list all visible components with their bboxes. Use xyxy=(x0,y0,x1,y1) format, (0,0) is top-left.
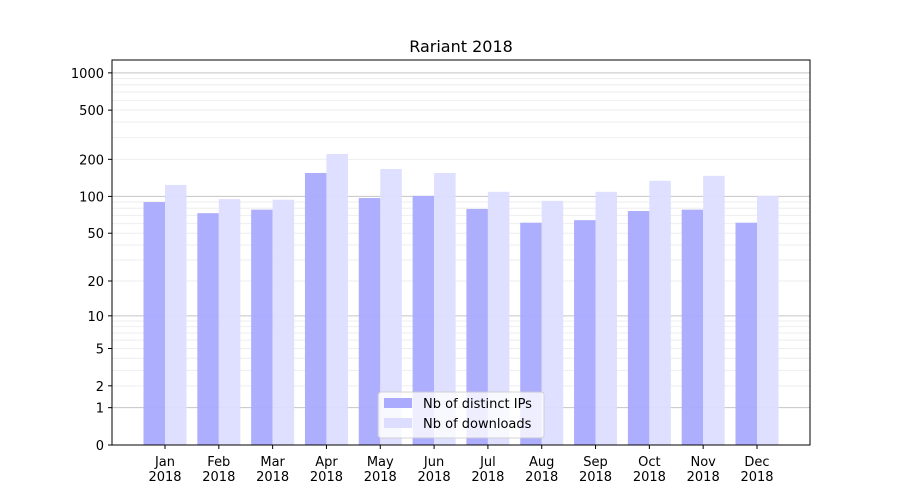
x-tick-label: 2018 xyxy=(579,470,612,485)
y-tick-label: 10 xyxy=(87,310,104,325)
legend-swatch xyxy=(384,398,412,408)
x-tick-label: Mar xyxy=(260,455,285,470)
bar-ips xyxy=(574,220,596,445)
x-tick-label: Jan xyxy=(154,455,175,470)
legend-box xyxy=(377,391,545,439)
y-tick-label: 2 xyxy=(96,380,104,395)
bar-downloads xyxy=(165,184,187,445)
x-tick-label: Sep xyxy=(583,455,608,470)
y-tick-label: 50 xyxy=(87,227,104,242)
x-tick-label: 2018 xyxy=(418,470,451,485)
plot-frame xyxy=(111,59,811,446)
x-tick-label: Aug xyxy=(529,455,554,470)
x-tick-label: 2018 xyxy=(256,470,289,485)
x-tick-label: Nov xyxy=(690,455,716,470)
chart-title: Rariant 2018 xyxy=(409,37,513,56)
bar-ips xyxy=(681,209,704,445)
bar-downloads xyxy=(218,199,241,445)
x-tick-label: Apr xyxy=(315,455,338,470)
bar-downloads xyxy=(541,200,564,445)
x-tick-label: Dec xyxy=(744,455,769,470)
bar-ips xyxy=(251,209,273,445)
x-tick-label: Jul xyxy=(479,455,496,470)
bar-downloads xyxy=(595,191,618,445)
bar-ips xyxy=(735,222,757,445)
x-tick-label: 2018 xyxy=(202,470,235,485)
x-tick-label: May xyxy=(367,455,394,470)
x-tick-label: 2018 xyxy=(525,470,558,485)
bar-ips xyxy=(466,208,488,445)
bar-ips xyxy=(143,202,165,445)
y-tick-label: 20 xyxy=(87,275,104,290)
bar-ips xyxy=(627,211,650,445)
x-tick-label: 2018 xyxy=(740,470,773,485)
x-tick-label: Oct xyxy=(638,455,660,470)
bar-downloads xyxy=(757,195,779,445)
bar-ips xyxy=(520,222,542,445)
bar-downloads xyxy=(434,172,456,445)
y-tick-label: 500 xyxy=(79,104,104,119)
x-tick-label: 2018 xyxy=(364,470,397,485)
bar-ips xyxy=(197,213,219,445)
x-tick-label: 2018 xyxy=(471,470,504,485)
x-tick-label: 2018 xyxy=(633,470,666,485)
x-tick-label: Jun xyxy=(423,455,444,470)
bar-ips xyxy=(412,195,435,445)
y-tick-label: 0 xyxy=(96,439,104,454)
y-tick-label: 200 xyxy=(79,153,104,168)
legend-label: Nb of downloads xyxy=(423,417,532,432)
bar-downloads xyxy=(380,169,402,445)
bar-downloads xyxy=(326,153,348,446)
y-tick-label: 1000 xyxy=(71,67,104,82)
bar-downloads xyxy=(649,180,671,445)
y-tick-label: 1 xyxy=(96,402,104,417)
legend: Nb of distinct IPs Nb of downloads xyxy=(377,391,545,439)
y-tick-label: 5 xyxy=(96,342,104,357)
y-tick-label: 100 xyxy=(79,190,104,205)
x-tick-label: Feb xyxy=(207,455,230,470)
bar-downloads xyxy=(703,175,725,445)
bar-downloads xyxy=(487,191,510,445)
bar-ips xyxy=(358,198,381,445)
legend-label: Nb of distinct IPs xyxy=(423,397,532,412)
x-tick-label: 2018 xyxy=(687,470,720,485)
bar-downloads xyxy=(272,199,295,445)
x-tick-label: 2018 xyxy=(148,470,181,485)
legend-swatch xyxy=(384,418,412,428)
bar-ips xyxy=(304,172,327,445)
x-tick-label: 2018 xyxy=(310,470,343,485)
